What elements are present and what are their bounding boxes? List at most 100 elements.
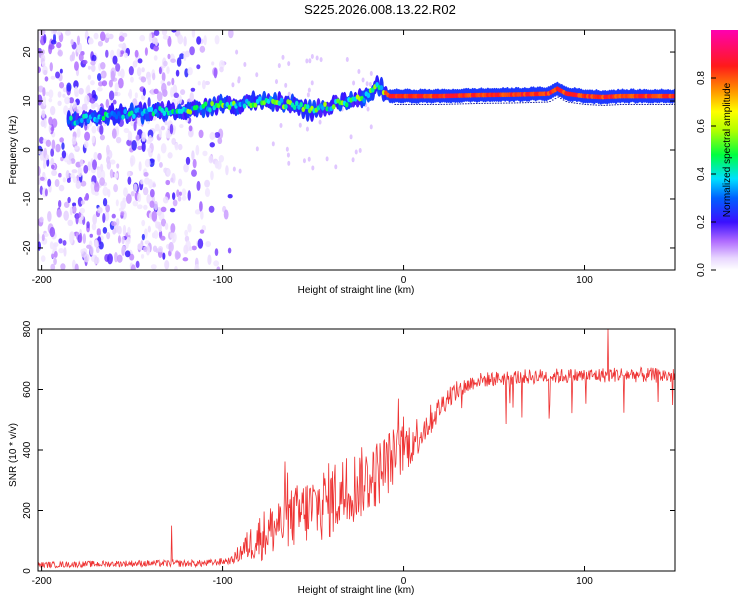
noise-blob: [179, 123, 184, 129]
noise-blob: [197, 238, 204, 249]
noise-blob: [39, 136, 44, 144]
ridge-edge: [427, 103, 429, 105]
noise-blob: [108, 33, 114, 40]
noise-blob: [191, 30, 196, 38]
ridge-edge: [429, 103, 432, 105]
ridge-edge: [603, 104, 606, 106]
noise-blob: [65, 170, 70, 180]
noise-blob: [176, 57, 182, 67]
noise-blob: [170, 58, 176, 63]
noise-blob: [102, 198, 108, 207]
noise-blob: [99, 177, 106, 186]
noise-blob: [214, 248, 219, 256]
noise-blob: [187, 190, 191, 201]
noise-blob: [56, 31, 62, 36]
noise-blob: [167, 152, 173, 159]
ridge-core: [242, 103, 247, 109]
noise-blob: [298, 122, 302, 128]
ridge-edge: [465, 103, 467, 105]
noise-blob: [72, 205, 77, 214]
ridge-edge: [418, 103, 421, 105]
noise-blob: [157, 153, 161, 163]
noise-blob: [152, 72, 156, 81]
noise-blob: [218, 60, 225, 70]
noise-blob: [287, 61, 291, 67]
noise-blob: [68, 97, 75, 104]
noise-blob: [41, 49, 45, 55]
ridge-edge: [448, 103, 451, 105]
noise-blob: [126, 236, 131, 245]
noise-blob: [160, 143, 167, 154]
noise-blob: [204, 179, 211, 188]
noise-blob: [135, 260, 140, 269]
noise-blob: [281, 54, 285, 60]
noise-blob: [136, 139, 140, 146]
noise-blob: [81, 103, 88, 112]
y-tick-label: -10: [22, 191, 33, 206]
noise-blob: [82, 59, 88, 65]
noise-blob: [63, 201, 70, 208]
snr-y-axis: 0 200 400 600 800: [22, 320, 675, 574]
noise-blob: [116, 254, 123, 263]
noise-blob: [91, 54, 97, 62]
colorbar-tick-label: 0.0: [696, 263, 707, 277]
noise-blob: [53, 257, 57, 266]
noise-blob: [73, 80, 79, 89]
noise-blob: [287, 160, 291, 166]
noise-blob: [111, 128, 117, 139]
ridge-core: [344, 102, 349, 108]
colorbar-gradient: [711, 30, 738, 270]
noise-blob: [307, 87, 311, 93]
ridge-core: [188, 109, 193, 115]
noise-blob: [59, 81, 65, 89]
noise-blob: [132, 200, 139, 207]
noise-blob: [63, 247, 67, 257]
noise-blob: [169, 123, 174, 135]
noise-blob: [38, 31, 42, 42]
noise-blob: [47, 211, 52, 222]
noise-blob: [141, 219, 146, 227]
noise-blob: [90, 80, 95, 86]
noise-blob: [72, 202, 77, 207]
noise-blob: [235, 49, 239, 55]
noise-blob: [107, 253, 113, 265]
ridge-edge: [625, 103, 627, 105]
noise-blob: [141, 67, 145, 73]
noise-blob: [154, 123, 160, 132]
ridge-core: [116, 110, 121, 117]
noise-blob: [199, 201, 203, 212]
noise-blob: [204, 187, 211, 198]
ridge-edge: [646, 103, 649, 105]
noise-blob: [94, 256, 100, 265]
noise-blob: [219, 66, 224, 73]
noise-blob: [148, 134, 152, 142]
ridge-edge: [456, 103, 459, 105]
noise-blob: [114, 172, 119, 179]
snr-x-label: Height of straight line (km): [298, 585, 415, 596]
noise-blob: [189, 46, 195, 56]
noise-blob: [61, 142, 65, 150]
noise-blob: [104, 210, 110, 222]
noise-blob: [285, 146, 289, 152]
ridge-core: [69, 115, 73, 121]
ridge-edge: [665, 103, 668, 105]
noise-blob: [71, 169, 78, 174]
noise-blob: [162, 252, 166, 260]
ridge-edge: [622, 103, 625, 105]
noise-blob: [191, 245, 197, 251]
noise-blob: [120, 211, 125, 216]
noise-blob: [182, 257, 189, 262]
noise-blob: [120, 200, 126, 210]
noise-blob: [147, 77, 152, 86]
noise-blob: [140, 253, 145, 259]
noise-blob: [60, 156, 64, 162]
snr-frame-bg: [38, 329, 675, 571]
noise-blob: [77, 166, 83, 178]
noise-blob: [107, 188, 111, 198]
noise-blob: [86, 84, 91, 94]
noise-blob: [358, 148, 362, 154]
noise-blob: [93, 102, 99, 108]
noise-blob: [58, 247, 65, 254]
ridge-core: [121, 114, 125, 120]
ridge-edge: [459, 103, 462, 105]
